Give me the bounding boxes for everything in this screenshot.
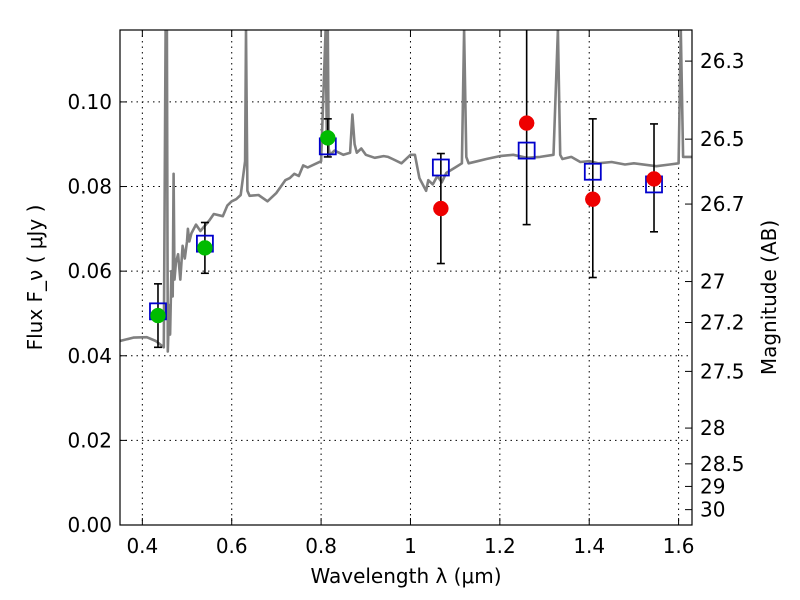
data-point <box>518 115 535 131</box>
data-point <box>585 191 601 207</box>
magnitude-tick-label: 29 <box>700 474 725 498</box>
data-point <box>150 307 166 324</box>
magnitude-tick-label: 27 <box>700 270 725 294</box>
y-tick-label: 0.10 <box>67 90 112 114</box>
x-tick-label: 1 <box>404 534 417 558</box>
x-tick-label: 0.6 <box>216 534 248 558</box>
x-tick-label: 0.4 <box>126 534 158 558</box>
y-axis-label: Flux F_ν ( μJy ) <box>23 205 47 351</box>
grid-layer <box>120 30 692 526</box>
magnitude-tick-label: 28 <box>700 416 725 440</box>
axis-layer: 0.4 0.6 0.8 1 1.2 1.4 1.6 0.00 0.02 0.04 0.06 0.08 0… <box>67 30 745 558</box>
x-tick-label: 1.6 <box>663 534 695 558</box>
y-tick-label: 0.06 <box>67 259 112 283</box>
model-square-marker <box>517 141 536 160</box>
model-square-marker <box>583 162 602 181</box>
y-tick-label: 0.00 <box>67 513 112 537</box>
magnitude-tick-label: 26.7 <box>700 192 745 216</box>
magnitude-tick-label: 27.2 <box>700 311 745 335</box>
data-point <box>320 130 336 146</box>
magnitude-tick-label: 30 <box>700 498 725 522</box>
x-tick-label: 1.4 <box>573 534 605 558</box>
y-tick-label: 0.04 <box>67 344 112 368</box>
y-tick-label: 0.02 <box>67 428 112 452</box>
model-spectrum-line <box>120 30 692 353</box>
data-point <box>646 171 662 187</box>
y-tick-label: 0.08 <box>67 175 112 199</box>
x-tick-label: 1.2 <box>484 534 516 558</box>
right-y-axis-label: Magnitude (AB) <box>757 220 781 375</box>
magnitude-tick-label: 28.5 <box>700 452 745 476</box>
x-tick-label: 0.8 <box>305 534 337 558</box>
x-axis-label: Wavelength λ (μm) <box>310 564 501 588</box>
magnitude-tick-label: 26.3 <box>700 49 745 73</box>
data-point <box>197 240 213 256</box>
plot-frame <box>119 29 693 526</box>
data-point <box>433 200 449 217</box>
magnitude-tick-label: 27.5 <box>700 359 745 383</box>
magnitude-tick-label: 26.5 <box>700 127 745 151</box>
plot-layer <box>120 30 692 353</box>
model-square-marker <box>431 158 450 177</box>
